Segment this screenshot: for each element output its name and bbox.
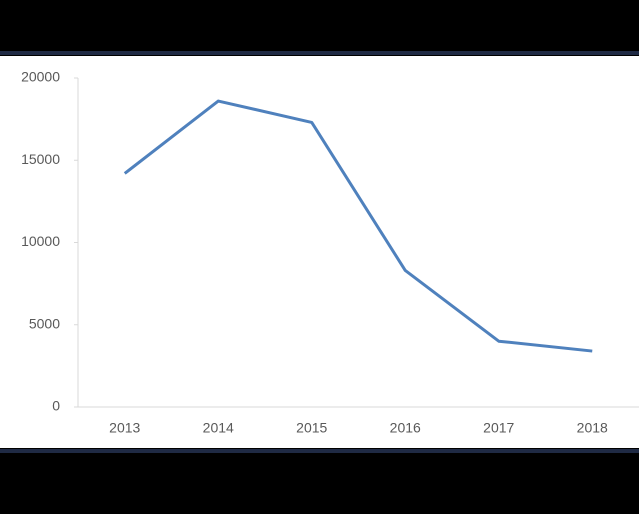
data-line xyxy=(123,99,593,353)
y-tick-label: 10000 xyxy=(21,233,60,249)
plot-background xyxy=(0,56,639,448)
y-tick-label: 5000 xyxy=(29,315,60,331)
x-tick-label: 2015 xyxy=(296,420,327,436)
y-tick-label: 15000 xyxy=(21,151,60,167)
y-tick-label: 0 xyxy=(52,398,60,414)
bottom-border xyxy=(0,449,639,453)
x-tick-label: 2014 xyxy=(203,420,234,436)
x-tick-label: 2016 xyxy=(390,420,421,436)
y-tick-label: 20000 xyxy=(21,69,60,85)
x-tick-label: 2018 xyxy=(577,420,608,436)
x-tick-label: 2013 xyxy=(109,420,140,436)
x-tick-label: 2017 xyxy=(483,420,514,436)
top-border xyxy=(0,51,639,55)
